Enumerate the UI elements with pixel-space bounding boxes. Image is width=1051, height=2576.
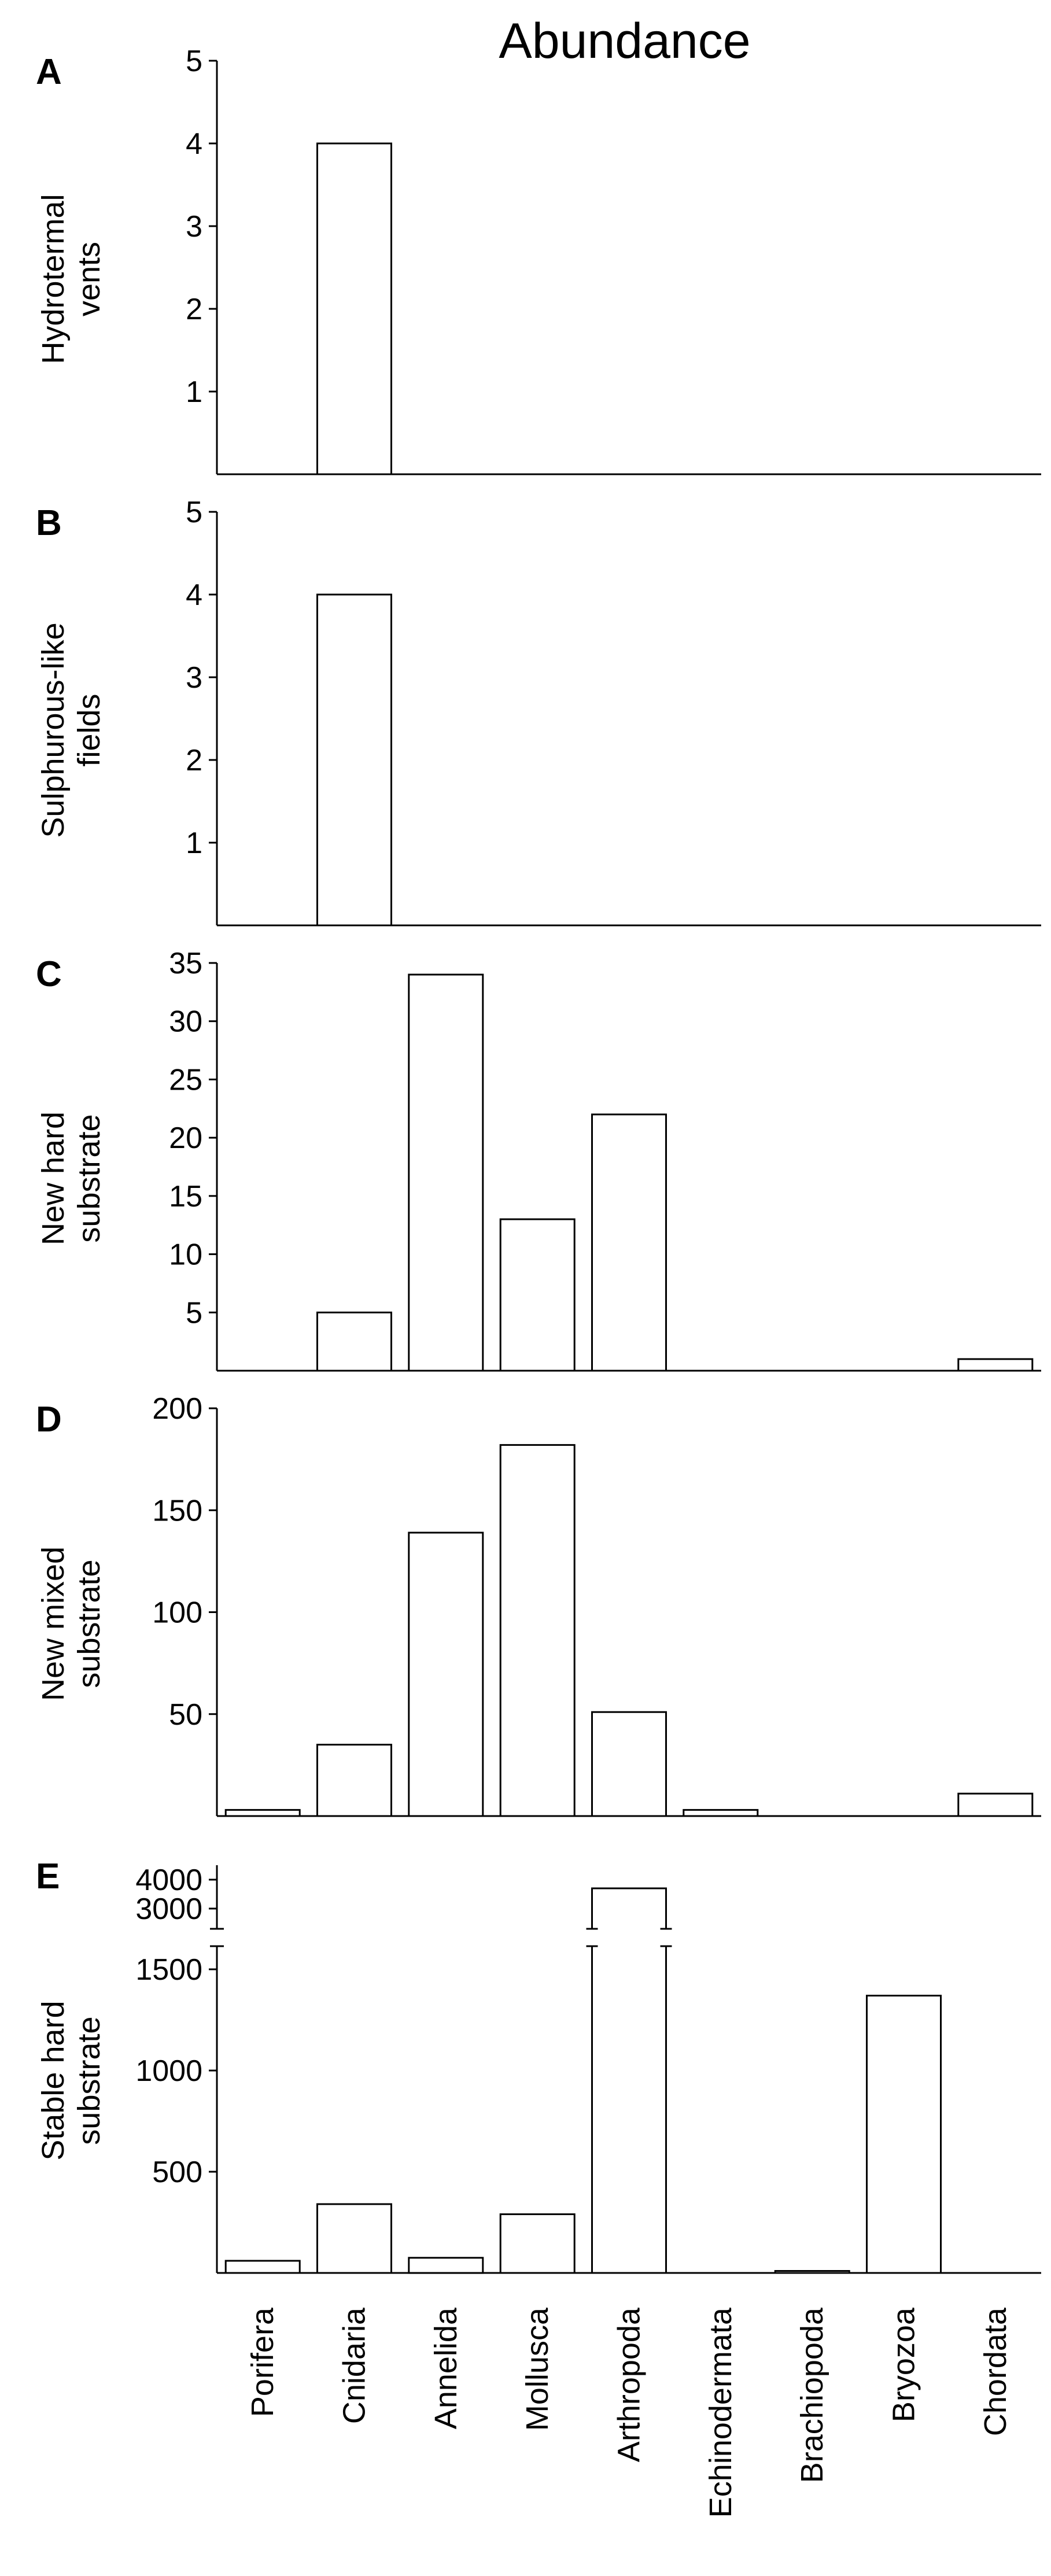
bar-e-bryozoa — [866, 1995, 942, 2274]
panel-b: 1 2 3 4 5 B Sulphurous-like fields — [36, 496, 1041, 927]
bar-a-cnidaria — [316, 142, 392, 475]
y-tick-label: 1 — [186, 826, 202, 860]
y-tick-label: 5 — [186, 1296, 202, 1330]
bar-b-cnidaria — [316, 593, 392, 927]
category-label-bryozoa: Bryozoa — [887, 2307, 921, 2422]
panel-d: 50 100 150 200 D New mixed substrate — [36, 1392, 1041, 1817]
bar-d-cnidaria — [316, 1744, 392, 1817]
bar-c-chordata — [957, 1358, 1034, 1372]
panel-letter: E — [36, 1857, 60, 1896]
bar-d-porifera — [224, 1809, 301, 1817]
bar-break-right — [664, 1929, 668, 1946]
y-axis-label: Stable hard — [36, 2001, 71, 2160]
category-labels-group: Porifera Cnidaria Annelida Mollusca Arthropo… — [245, 2307, 1013, 2518]
y-tick-label: 2 — [186, 293, 202, 326]
y-axis-label: New mixed — [36, 1547, 71, 1701]
panels-group: 1 2 3 4 5 A Hydrotermal vents 1 2 3 4 5 B Sulphurous-l… — [36, 45, 1041, 2274]
y-axis-label: substrate — [72, 1559, 106, 1688]
y-tick-label: 1000 — [135, 2054, 202, 2088]
y-axis-label: Hydrotermal — [36, 194, 71, 364]
category-label-porifera: Porifera — [245, 2307, 280, 2417]
bar-e-arthropoda — [591, 1887, 667, 2274]
y-tick-label: 30 — [169, 1005, 202, 1039]
y-tick-label: 500 — [152, 2156, 202, 2189]
category-label-cnidaria: Cnidaria — [337, 2307, 372, 2424]
y-axis-label: New hard — [36, 1112, 71, 1245]
y-tick-label: 100 — [152, 1596, 202, 1630]
y-tick-label: 4 — [186, 578, 202, 612]
bar-d-mollusca — [499, 1444, 576, 1817]
bar-e-annelida — [408, 2257, 484, 2274]
y-tick-label: 1 — [186, 375, 202, 409]
y-tick-label: 15 — [169, 1180, 202, 1213]
y-tick-label: 200 — [152, 1392, 202, 1426]
y-tick-label: 10 — [169, 1238, 202, 1272]
category-label-chordata: Chordata — [978, 2307, 1013, 2436]
bar-d-chordata — [957, 1792, 1034, 1817]
bar-d-echinodermata — [683, 1809, 759, 1817]
category-label-mollusca: Mollusca — [520, 2307, 555, 2431]
y-tick-label: 3 — [186, 661, 202, 695]
y-axis-label: substrate — [72, 2016, 106, 2145]
category-label-brachiopoda: Brachiopoda — [795, 2307, 829, 2483]
bar-c-arthropoda — [591, 1113, 667, 1372]
category-label-annelida: Annelida — [429, 2307, 463, 2429]
bar-e-mollusca — [499, 2213, 576, 2274]
bar-c-mollusca — [499, 1218, 576, 1372]
panel-letter: B — [36, 503, 62, 543]
y-tick-label: 3000 — [135, 1892, 202, 1926]
y-tick-label: 5 — [186, 45, 202, 78]
panel-letter: A — [36, 52, 62, 92]
y-tick-label: 3 — [186, 210, 202, 243]
bar-break-left — [590, 1929, 594, 1946]
y-tick-label: 4 — [186, 127, 202, 161]
y-tick-label: 150 — [152, 1494, 202, 1527]
y-tick-label: 20 — [169, 1121, 202, 1155]
y-axis-label: Sulphurous-like — [36, 622, 71, 837]
y-tick-label: 5 — [186, 496, 202, 529]
bar-e-porifera — [224, 2260, 301, 2274]
y-tick-label: 50 — [169, 1698, 202, 1732]
bar-d-arthropoda — [591, 1711, 667, 1817]
panel-a: 1 2 3 4 5 A Hydrotermal vents — [36, 45, 1041, 475]
y-tick-label: 1500 — [135, 1953, 202, 1987]
panel-letter: C — [36, 954, 62, 994]
bar-e-cnidaria — [316, 2203, 392, 2274]
bar-c-cnidaria — [316, 1311, 392, 1372]
category-label-arthropoda: Arthropoda — [612, 2307, 647, 2462]
bar-d-annelida — [408, 1531, 484, 1817]
y-tick-label: 2 — [186, 744, 202, 777]
y-axis-label: fields — [72, 693, 106, 766]
y-tick-label: 4000 — [135, 1863, 202, 1897]
category-label-echinodermata: Echinodermata — [703, 2307, 738, 2518]
bar-c-annelida — [408, 973, 484, 1372]
chart-title: Abundance — [499, 13, 750, 69]
y-axis-label: vents — [72, 242, 106, 316]
y-axis-label: substrate — [72, 1114, 106, 1242]
panel-letter: D — [36, 1400, 62, 1440]
y-tick-label: 25 — [169, 1063, 202, 1097]
panel-c: 5 10 15 20 25 30 35 C New hard substrate — [36, 947, 1041, 1372]
y-tick-label: 35 — [169, 947, 202, 980]
